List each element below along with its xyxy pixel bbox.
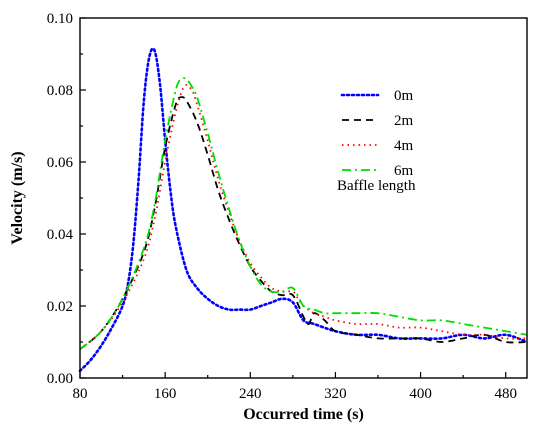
plot-area: 80 160 240 320 400 480 0.000.020.040.060.080.… <box>47 11 529 402</box>
x-axis-title: Occurred time (s) <box>243 406 364 423</box>
x-tick-label: 160 <box>154 386 177 402</box>
legend-label-4m: 4m <box>394 138 414 154</box>
x-axis-ticks: 80 160 240 320 400 480 <box>73 372 517 402</box>
series-line-6m <box>79 77 528 350</box>
y-axis-ticks: 0.00 0.02 0.04 0.06 0.08 0.10 <box>47 11 86 387</box>
series-line-0m <box>78 47 529 373</box>
x-tick-label: 400 <box>409 386 432 402</box>
y-tick-label: 0.06 <box>47 155 74 171</box>
legend-title: Baffle length <box>337 178 416 194</box>
y-tick-label: 0.00 <box>47 371 73 387</box>
y-tick-label: 0.08 <box>47 83 73 99</box>
x-tick-label: 480 <box>494 386 517 402</box>
legend: 0m 2m 4m 6m <box>340 88 414 179</box>
legend-label-2m: 2m <box>394 113 414 129</box>
series-layer <box>78 47 529 373</box>
legend-label-0m: 0m <box>394 88 414 104</box>
y-tick-label: 0.04 <box>47 227 74 243</box>
y-axis-title: Velocity (m/s) <box>9 151 26 244</box>
x-tick-label: 80 <box>73 386 88 402</box>
x-tick-label: 320 <box>324 386 347 402</box>
x-tick-label: 240 <box>239 386 262 402</box>
y-tick-label: 0.02 <box>47 299 73 315</box>
y-tick-label: 0.10 <box>47 11 73 27</box>
series-line-2m <box>79 96 528 350</box>
series-line-4m <box>79 84 528 350</box>
legend-label-6m: 6m <box>394 163 414 179</box>
